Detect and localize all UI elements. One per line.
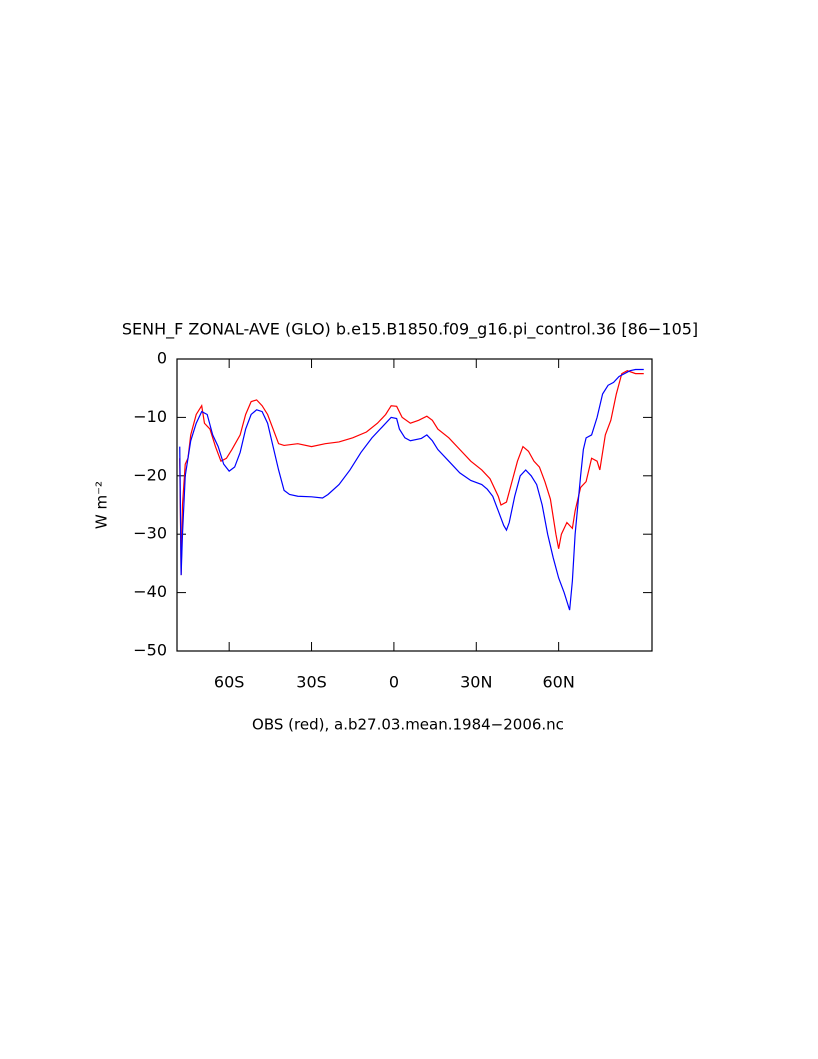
x-tick-label: 30N bbox=[460, 673, 492, 692]
y-tick-label: −50 bbox=[133, 641, 167, 660]
x-tick-label: 60N bbox=[542, 673, 574, 692]
chart-title: SENH_F ZONAL-AVE (GLO) b.e15.B1850.f09_g… bbox=[122, 320, 698, 340]
y-tick-label: −10 bbox=[133, 407, 167, 426]
x-tick-label: 60S bbox=[214, 673, 245, 692]
plot-frame bbox=[176, 358, 653, 652]
x-tick-label: 30S bbox=[296, 673, 327, 692]
y-tick-label: −30 bbox=[133, 524, 167, 543]
data-line bbox=[179, 368, 644, 611]
data-line bbox=[179, 370, 644, 576]
y-tick-label: 0 bbox=[157, 349, 167, 368]
y-axis-label: W m⁻² bbox=[93, 481, 111, 529]
y-tick-label: −20 bbox=[133, 465, 167, 484]
x-axis-label: OBS (red), a.b27.03.mean.1984−2006.nc bbox=[252, 716, 564, 734]
y-tick-label: −40 bbox=[133, 582, 167, 601]
x-tick-label: 0 bbox=[389, 673, 399, 692]
